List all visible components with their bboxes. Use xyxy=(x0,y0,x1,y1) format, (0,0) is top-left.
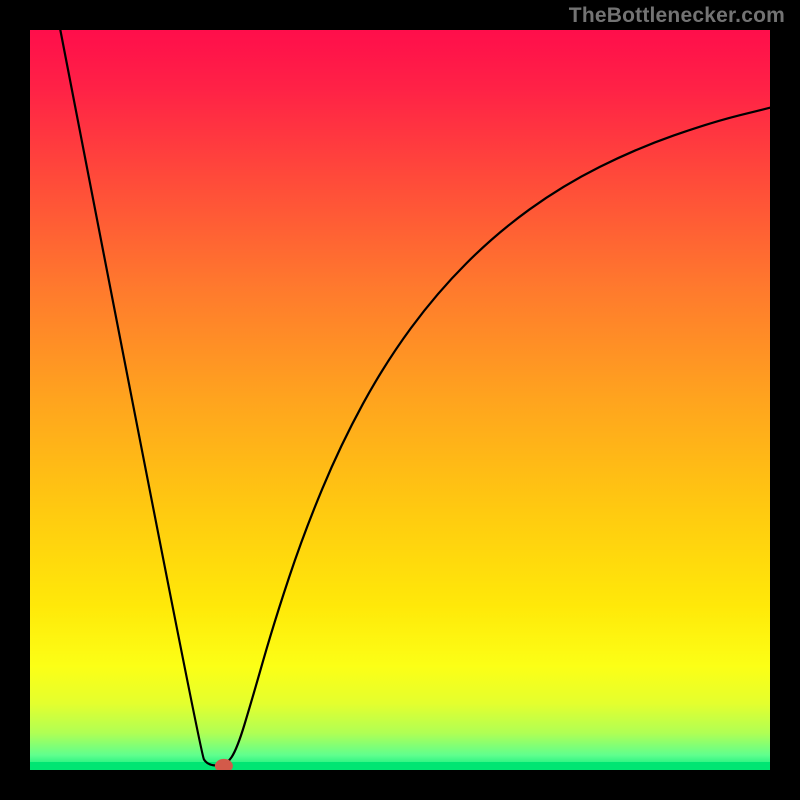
watermark-text: TheBottlenecker.com xyxy=(569,4,785,28)
plot-background xyxy=(30,30,770,770)
frame-border-right xyxy=(770,0,800,800)
chart-stage: TheBottlenecker.com xyxy=(0,0,800,800)
bottom-accent-band xyxy=(30,762,770,770)
plot-svg xyxy=(0,0,800,800)
frame-border-bottom xyxy=(0,770,800,800)
frame-border-left xyxy=(0,0,30,800)
bottleneck-curve xyxy=(60,30,770,766)
